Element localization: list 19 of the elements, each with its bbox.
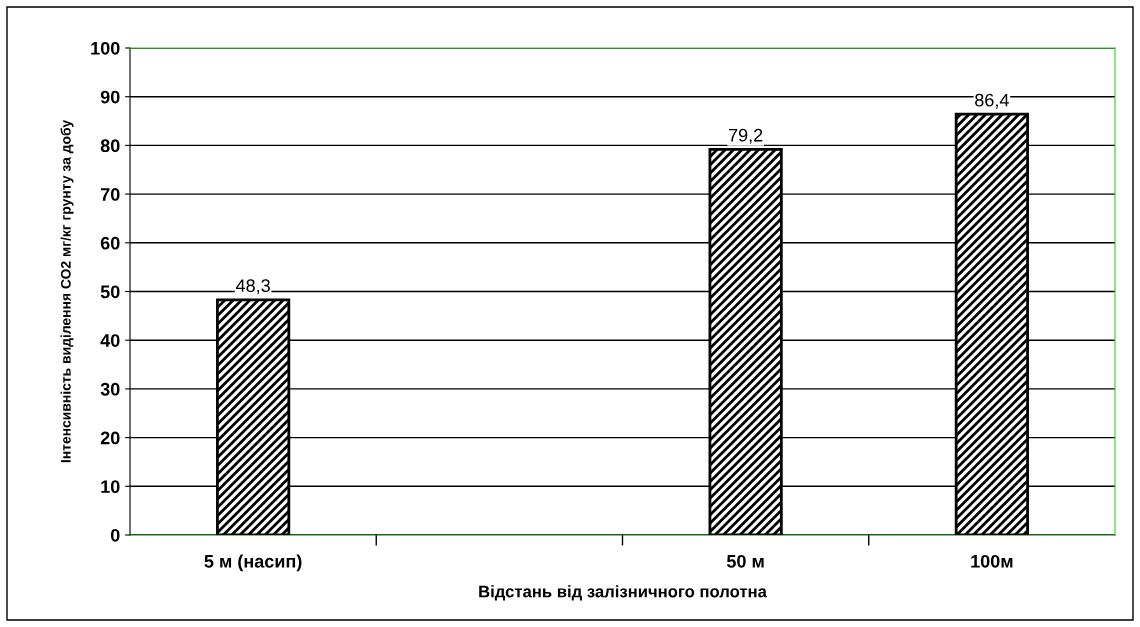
y-tick-label: 30 — [100, 382, 120, 396]
y-tick-label: 80 — [100, 139, 120, 153]
data-label: 48,3 — [235, 279, 270, 295]
y-tick-label: 100 — [91, 41, 120, 55]
y-axis-title: Інтенсивність виділення СО2 мг/кг грунту за добу — [60, 119, 74, 463]
x-tick-label: 50 м — [726, 554, 764, 568]
y-tick-label: 40 — [100, 334, 120, 347]
y-tick-label: 90 — [100, 90, 120, 104]
y-tick-label: 60 — [100, 236, 120, 250]
y-tick-label: 70 — [100, 188, 120, 201]
data-label: 86,4 — [975, 93, 1009, 109]
y-tick-label: 10 — [101, 480, 120, 494]
y-tick-label: 20 — [100, 431, 120, 445]
x-tick-label: 5 м (насип) — [204, 554, 302, 572]
y-tick-label: 0 — [110, 528, 120, 542]
y-tick-label: 50 — [100, 285, 120, 299]
x-axis-title: Відстань від залізничного полотна — [479, 585, 767, 601]
x-tick-label: 100м — [971, 554, 1013, 568]
data-label: 79,2 — [728, 128, 763, 144]
